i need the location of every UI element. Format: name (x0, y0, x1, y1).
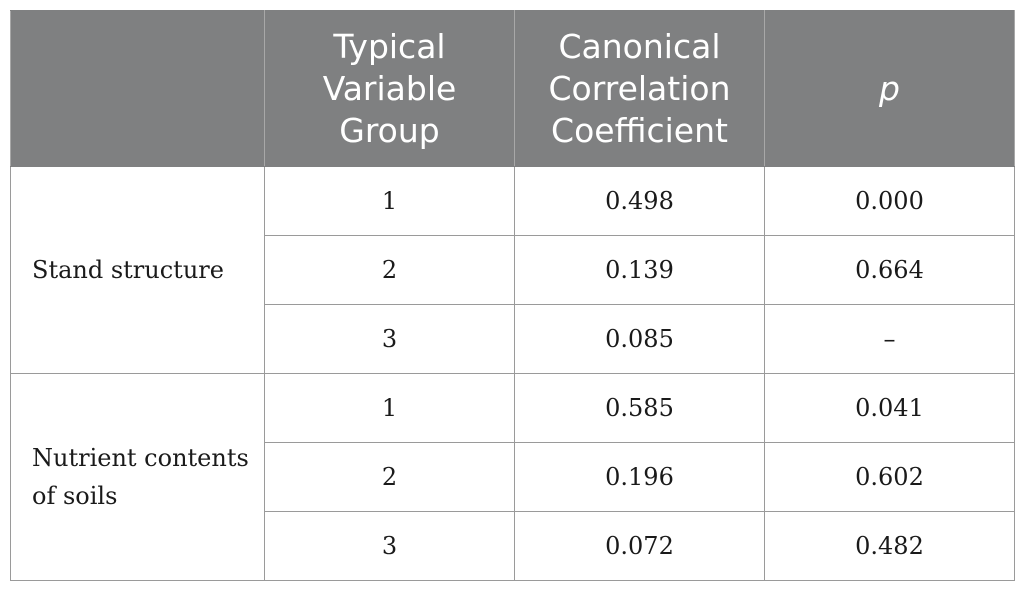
group-label-nutrient-contents: Nutrient contents of soils (10, 373, 265, 581)
header-canonical-line-2: Correlation (548, 68, 731, 108)
header-canonical-line-1: Canonical (558, 26, 721, 66)
table-row: 2 0.139 0.664 (11, 235, 1015, 305)
header-empty-cell (10, 10, 265, 167)
header-typical-line-1: Typical (333, 26, 446, 66)
cell-coefficient: 0.196 (514, 442, 765, 512)
cell-group-number: 3 (264, 304, 515, 374)
cell-p-value: 0.482 (764, 511, 1015, 581)
group-label-line: Nutrient contents (32, 444, 249, 472)
header-row: Typical Variable Group Canonical Correla… (10, 10, 1015, 167)
cell-p-value: 0.602 (764, 442, 1015, 512)
cell-group-number: 1 (264, 373, 515, 443)
group-label-line: of soils (32, 482, 118, 510)
table-row: Nutrient contents of soils 1 0.585 0.041 (10, 373, 1015, 581)
header-typical-line-2: Variable (322, 68, 457, 108)
header-canonical-correlation-coefficient: Canonical Correlation Coefficient (514, 10, 765, 167)
cell-group-number: 2 (264, 235, 515, 305)
table-body: Stand structure 1 0.498 0.000 2 0.139 0.… (10, 166, 1015, 581)
group-label-line: Stand structure (32, 256, 224, 284)
cell-coefficient: 0.139 (514, 235, 765, 305)
header-canonical-line-3: Coefficient (551, 110, 728, 150)
table-row: 3 0.072 0.482 (11, 511, 1015, 581)
canonical-correlation-table-container: Typical Variable Group Canonical Correla… (10, 10, 1015, 581)
cell-p-value: 0.664 (764, 235, 1015, 305)
cell-coefficient: 0.498 (514, 166, 765, 236)
header-typical-line-3: Group (339, 110, 440, 150)
cell-coefficient: 0.585 (514, 373, 765, 443)
table-header: Typical Variable Group Canonical Correla… (10, 10, 1015, 167)
cell-p-value: 0.041 (764, 373, 1015, 443)
cell-p-value: – (764, 304, 1015, 374)
header-p-value: p (764, 10, 1015, 167)
cell-group-number: 3 (264, 511, 515, 581)
canonical-correlation-table: Typical Variable Group Canonical Correla… (10, 10, 1015, 581)
cell-group-number: 1 (264, 166, 515, 236)
cell-coefficient: 0.072 (514, 511, 765, 581)
table-row: Stand structure 1 0.498 0.000 (10, 166, 1015, 374)
cell-p-value: 0.000 (764, 166, 1015, 236)
header-typical-variable-group: Typical Variable Group (264, 10, 515, 167)
cell-coefficient: 0.085 (514, 304, 765, 374)
table-row: 3 0.085 – (11, 304, 1015, 374)
group-label-stand-structure: Stand structure (10, 166, 265, 374)
cell-group-number: 2 (264, 442, 515, 512)
